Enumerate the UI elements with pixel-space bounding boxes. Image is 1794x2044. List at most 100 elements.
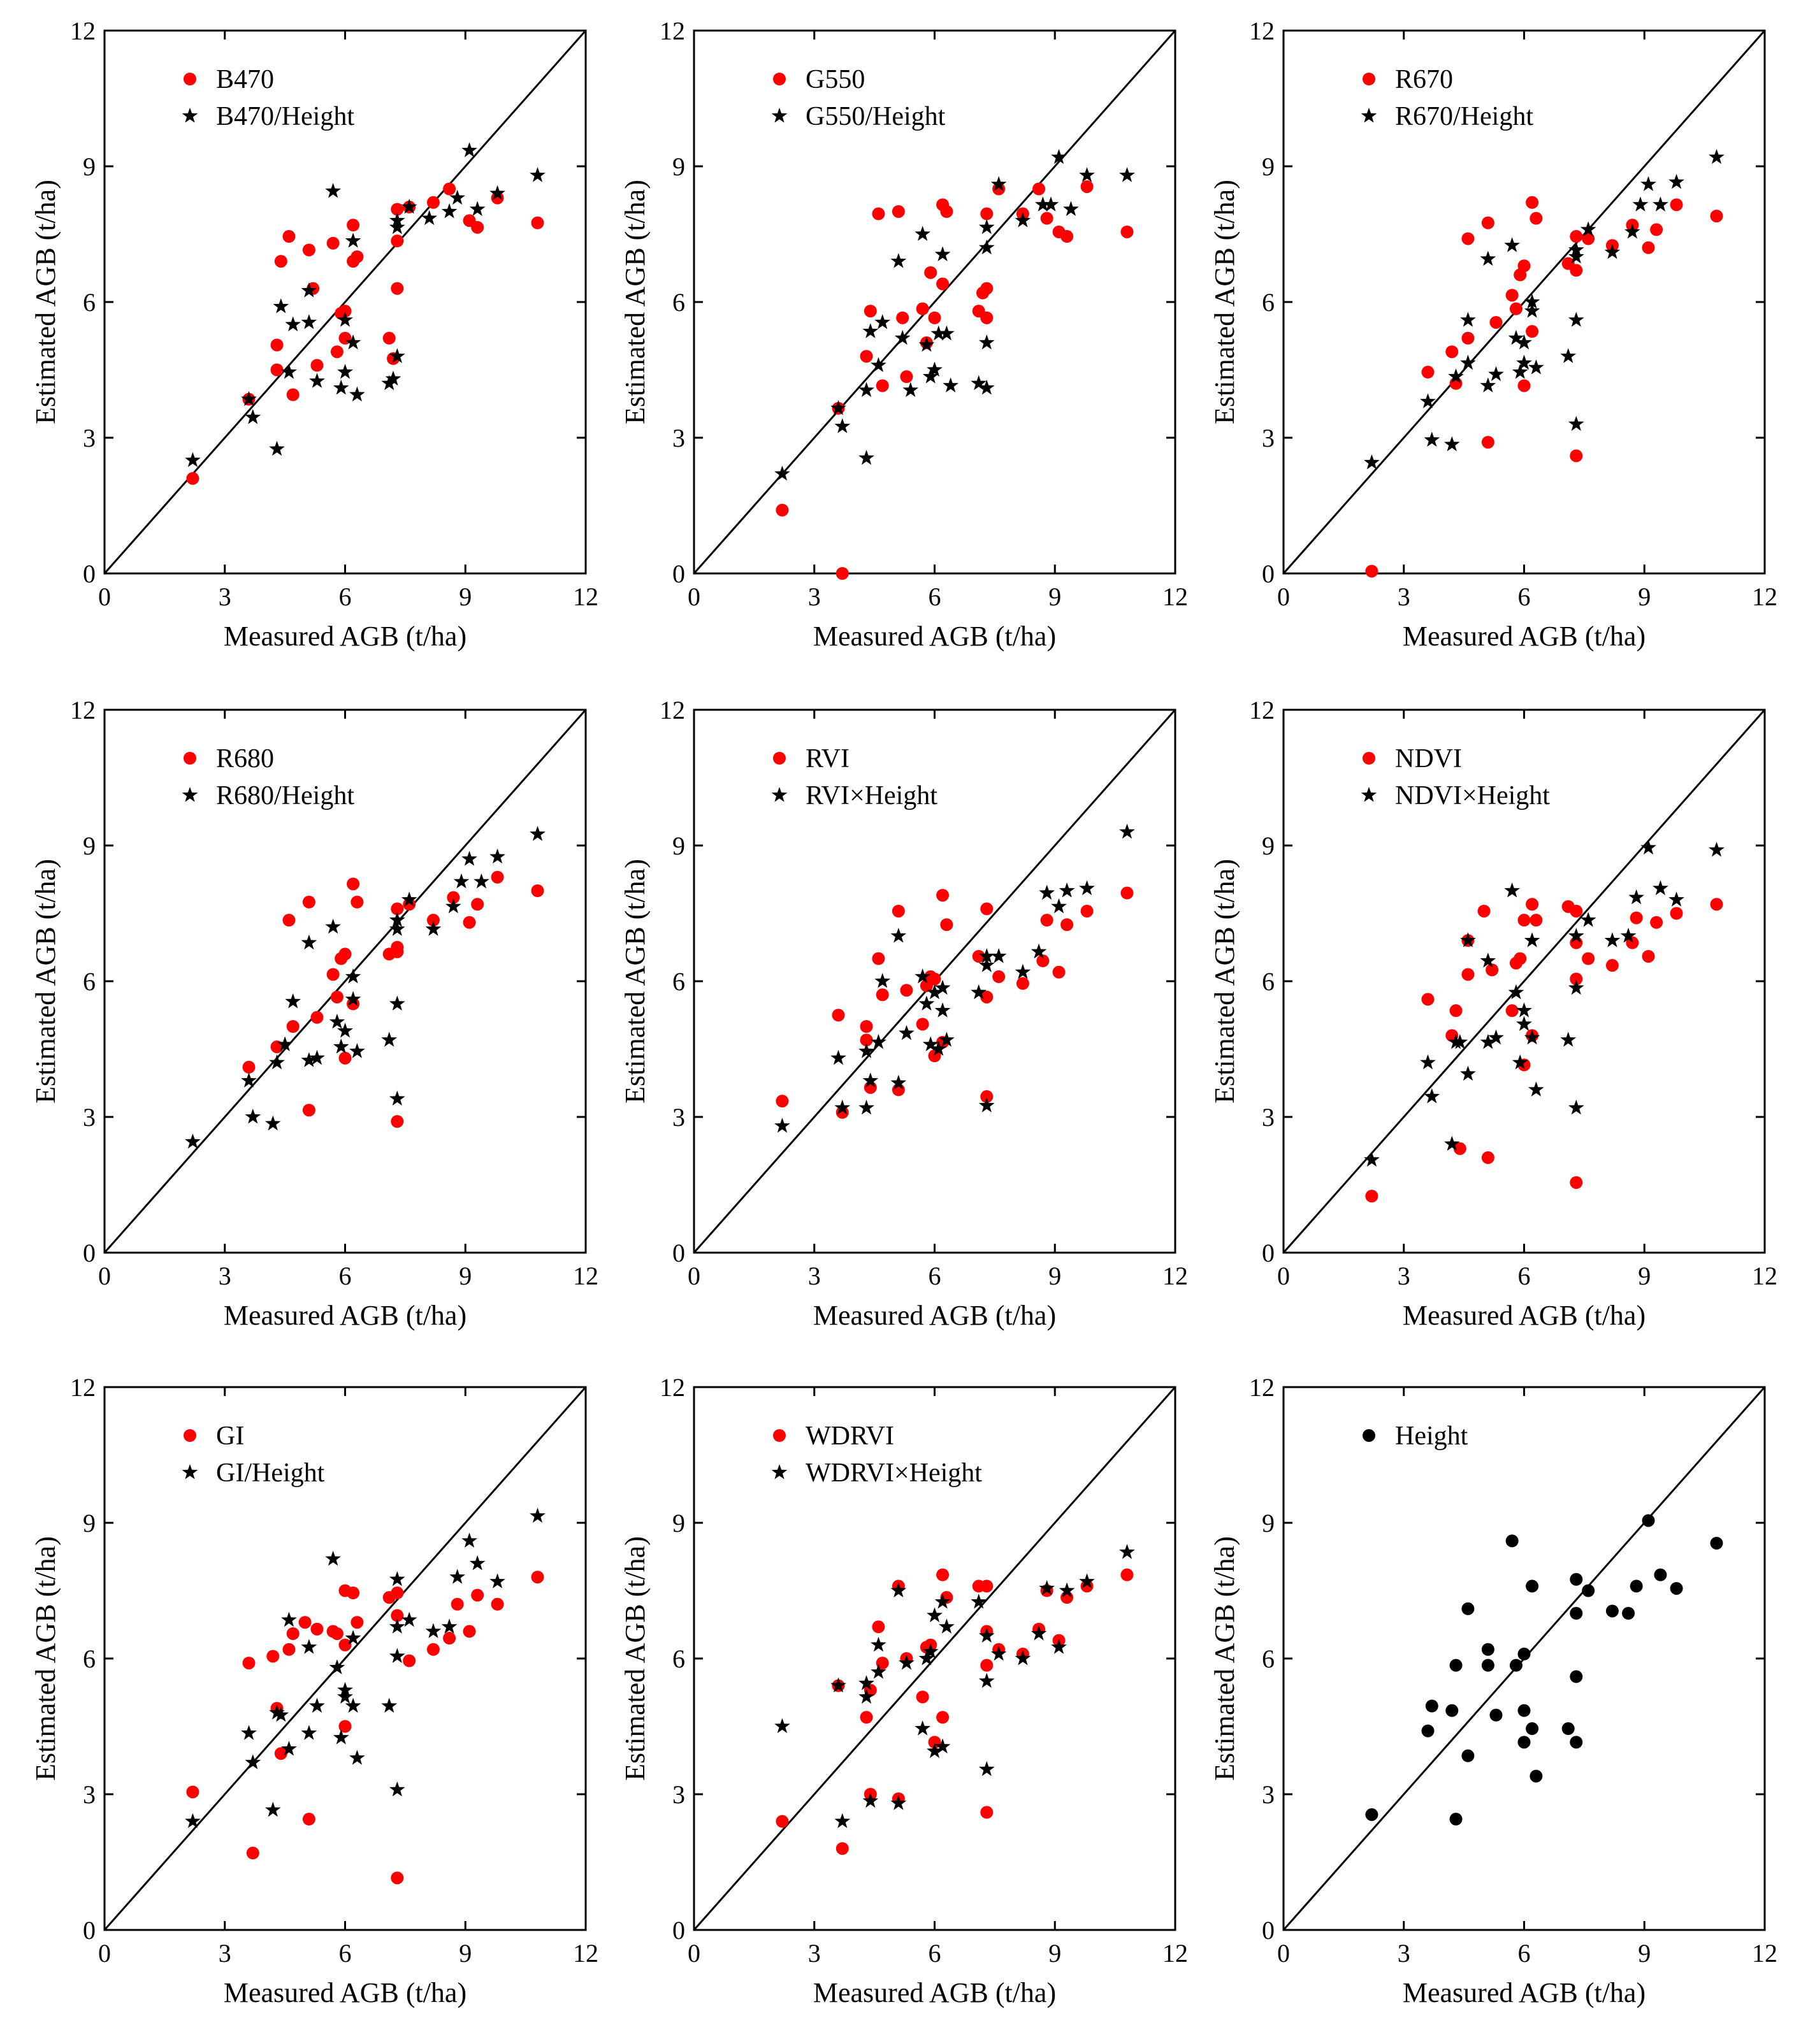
data-point-star <box>241 1725 257 1740</box>
data-point-star <box>461 142 477 157</box>
data-point-star <box>1043 196 1059 212</box>
legend-marker <box>1363 73 1375 85</box>
y-axis-label: Estimated AGB (t/ha) <box>619 859 651 1104</box>
data-point-star <box>333 1039 349 1054</box>
data-point-star <box>389 1618 405 1634</box>
x-axis-label: Measured AGB (t/ha) <box>1403 1300 1646 1331</box>
data-point-star <box>281 1741 297 1756</box>
data-point <box>471 220 484 234</box>
data-point <box>1425 1699 1438 1713</box>
data-point <box>326 236 340 250</box>
data-point-star <box>301 1639 317 1654</box>
data-point <box>936 1568 950 1581</box>
legend-marker <box>1361 108 1377 123</box>
data-point-star <box>1512 1054 1528 1070</box>
data-point-star <box>890 253 907 268</box>
data-point <box>391 282 404 295</box>
data-point-star <box>530 167 546 182</box>
data-point <box>1486 963 1499 977</box>
data-point-star <box>185 1813 201 1829</box>
data-point-star <box>1480 953 1496 968</box>
data-point-star <box>978 219 995 234</box>
data-point-star <box>1504 882 1520 898</box>
legend-marker <box>773 752 786 765</box>
data-point-star <box>978 1760 995 1776</box>
x-tick-label: 3 <box>1398 1939 1410 1968</box>
x-tick-label: 3 <box>1398 582 1410 611</box>
series-0 <box>776 180 1134 580</box>
data-point-star <box>927 1743 943 1759</box>
series-1 <box>1364 148 1725 470</box>
data-point-star <box>449 189 465 205</box>
data-point-star <box>1039 884 1055 900</box>
y-tick-label: 6 <box>672 288 685 317</box>
data-point <box>274 1747 287 1760</box>
data-point <box>1120 225 1134 238</box>
y-axis-label: Estimated AGB (t/ha) <box>619 1536 651 1781</box>
data-point <box>1570 264 1583 277</box>
data-point-star <box>858 1099 874 1115</box>
data-point-star <box>337 1688 353 1704</box>
data-point-star <box>915 968 930 984</box>
data-point-star <box>389 1648 405 1663</box>
data-point-star <box>1580 912 1596 927</box>
y-axis-label: Estimated AGB (t/ha) <box>1209 1536 1240 1781</box>
data-point-star <box>1568 979 1584 995</box>
identity-line <box>693 30 1176 574</box>
data-point <box>1710 898 1723 911</box>
y-tick-label: 3 <box>1262 424 1275 452</box>
data-point-star <box>301 282 317 298</box>
data-point <box>1570 904 1583 918</box>
series-0 <box>1365 1514 1723 1826</box>
legend-label: NDVI×Height <box>1395 781 1550 810</box>
data-point <box>1670 907 1683 920</box>
data-point <box>1650 916 1663 929</box>
data-point-star <box>337 312 353 327</box>
y-tick-label: 0 <box>1262 559 1275 588</box>
legend-label: B470 <box>216 65 274 94</box>
data-point-star <box>1460 1065 1476 1081</box>
scatter-panel-6: 0 3 6 9 12 0 3 6 9 12 Measured AGB (t/ha) Estimated… <box>1209 696 1777 1331</box>
data-point <box>351 895 364 909</box>
data-point <box>896 311 909 324</box>
data-point <box>443 182 456 196</box>
data-point-star <box>309 1049 325 1065</box>
legend-label: G550 <box>806 65 865 94</box>
data-point-star <box>990 948 1007 963</box>
x-tick-label: 12 <box>573 1262 598 1290</box>
data-point <box>242 1060 256 1074</box>
data-point-star <box>1568 415 1584 431</box>
data-point <box>876 379 889 392</box>
x-tick-label: 6 <box>1518 582 1531 611</box>
data-point <box>1654 1568 1667 1581</box>
data-point <box>1505 1004 1519 1018</box>
data-point <box>186 471 199 485</box>
data-point <box>900 984 913 997</box>
data-point-star <box>990 176 1007 191</box>
data-point-star <box>273 1706 289 1722</box>
data-point-star <box>264 1801 281 1817</box>
data-point <box>1530 914 1543 927</box>
data-point <box>936 889 950 902</box>
data-point-star <box>530 1508 546 1523</box>
y-tick-label: 6 <box>672 1645 685 1673</box>
series-1 <box>1364 839 1725 1167</box>
data-point-star <box>345 991 361 1006</box>
legend-label: GI/Height <box>216 1458 325 1488</box>
data-point <box>1670 1581 1683 1595</box>
series-0 <box>186 1571 544 1885</box>
data-point-star <box>871 357 886 372</box>
data-point-star <box>269 1054 285 1070</box>
data-point <box>426 1643 440 1656</box>
data-point <box>463 916 476 929</box>
data-point <box>1526 325 1539 338</box>
data-point-star <box>902 382 919 397</box>
x-tick-label: 6 <box>929 1939 941 1968</box>
x-tick-label: 12 <box>1752 1939 1777 1968</box>
data-point-star <box>1568 928 1584 943</box>
data-point-star <box>1640 839 1656 855</box>
data-point-star <box>381 1032 398 1047</box>
y-tick-label: 6 <box>83 967 96 996</box>
data-point-star <box>1653 880 1668 895</box>
